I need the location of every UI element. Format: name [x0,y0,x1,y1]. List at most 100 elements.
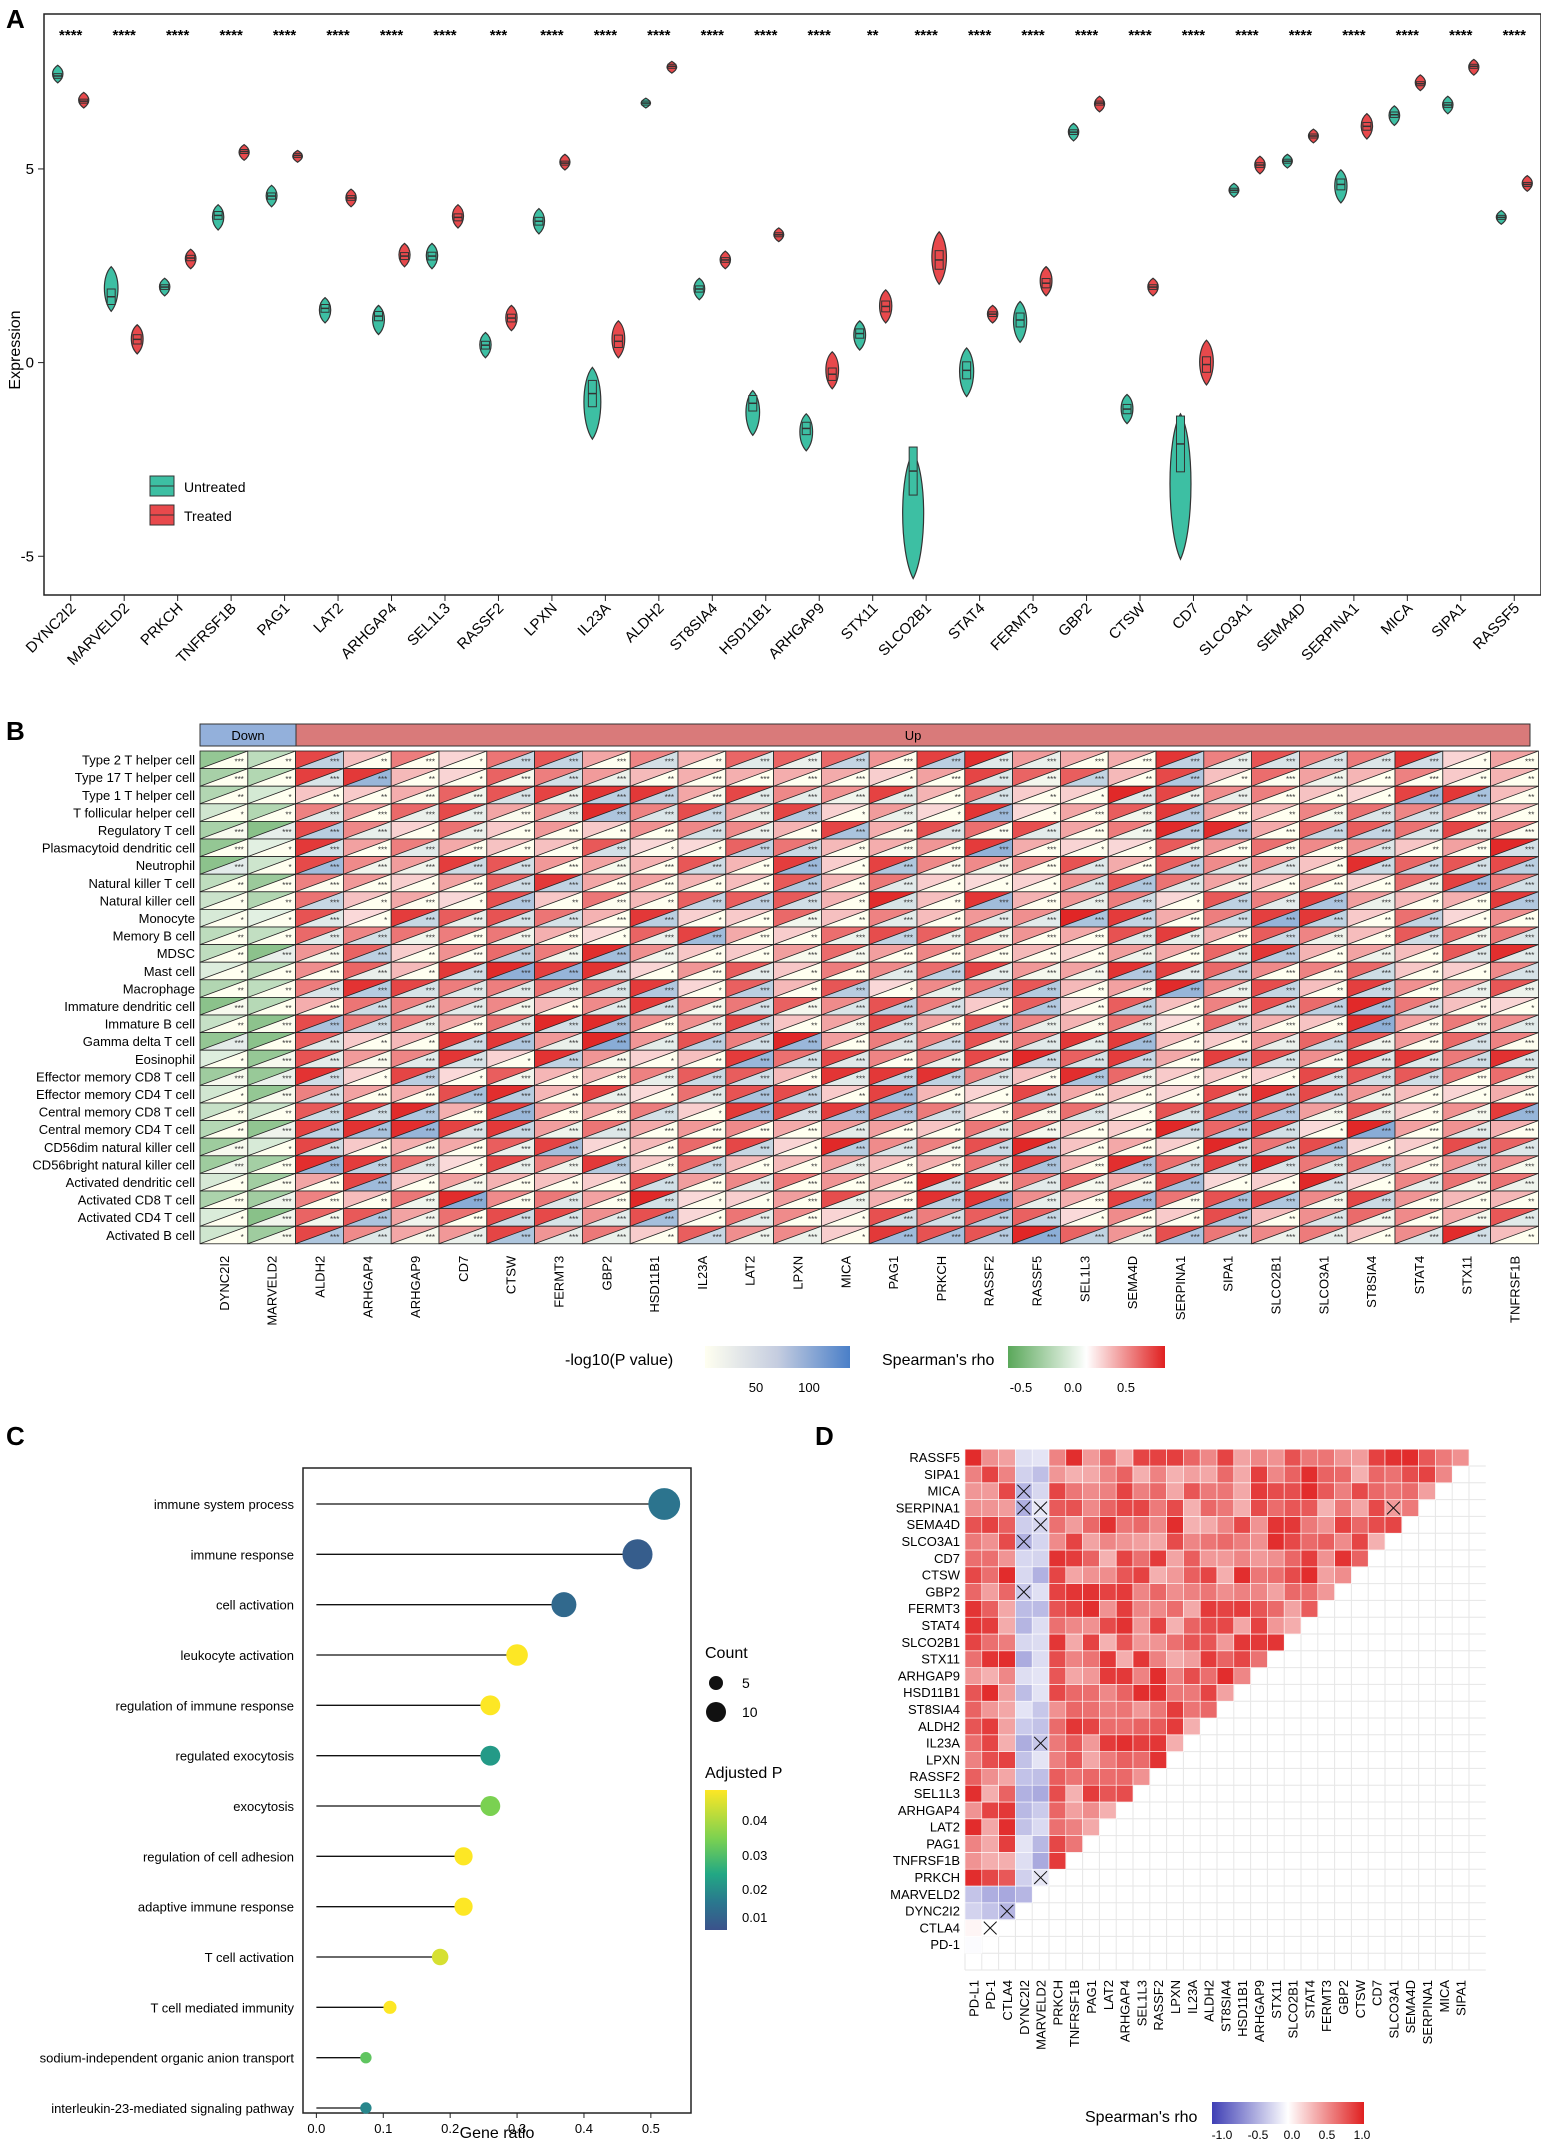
correlation-cell [1031,1532,1050,1551]
heatmap-cell-stars: *** [1477,1110,1486,1119]
correlation-cell [1216,1566,1235,1584]
heatmap-cell-diagonal [1251,768,1300,787]
heatmap-cell-stars: *** [521,1004,530,1013]
heatmap-cell-stars: *** [473,1004,482,1013]
heatmap-cell-diagonal [1060,979,1109,998]
heatmap-cell-diagonal [1012,821,1061,840]
heatmap-cell-stars: *** [1525,1057,1534,1066]
heatmap-cell-diagonal [1012,1049,1061,1069]
term-label: immune response [191,1547,294,1562]
heatmap-cell-diagonal [1251,838,1300,857]
heatmap-cell-diagonal [391,1173,440,1192]
heatmap-cell-stars: *** [712,969,721,978]
heatmap-cell-stars: *** [378,951,387,960]
heatmap-cell-diagonal [295,1173,344,1192]
heatmap-cell-stars: *** [282,1039,291,1048]
heatmap-cell-stars: *** [617,1127,626,1136]
lollipop-dot [506,1644,528,1666]
heatmap-cell-diagonal [199,750,248,769]
heatmap-cell-stars: *** [617,969,626,978]
heatmap-cell-stars: *** [951,986,960,995]
heatmap-cell-diagonal [1203,1173,1252,1192]
heatmap-cell-diagonal [1347,838,1396,857]
heatmap-cell-diagonal [391,944,440,963]
heatmap-cell-diagonal [486,1190,535,1209]
heatmap-cell-stars: *** [330,1110,339,1119]
heatmap-cell-stars: *** [1286,1127,1295,1136]
heatmap-cell-stars: *** [712,1092,721,1101]
heatmap-cell-diagonal [534,997,583,1016]
column-label: RASSF2 [1151,1980,1166,2031]
heatmap-cell-stars: *** [1143,1145,1152,1154]
heatmap-cell-diagonal [438,961,487,981]
heatmap-cell-diagonal [1394,838,1443,857]
correlation-cell [981,1801,999,1820]
correlation-cell [1166,1700,1184,1719]
heatmap-cell-diagonal [964,750,1013,769]
correlation-cell [1115,1516,1134,1534]
heatmap-cell-stars: *** [665,1198,674,1207]
correlation-cell [1031,1700,1050,1719]
correlation-cell [1065,1734,1083,1752]
correlation-cell [1300,1566,1319,1584]
correlation-cell [1065,1768,1083,1786]
heatmap-cell-stars: ** [285,969,291,978]
heatmap-cell-stars: *** [330,1039,339,1048]
heatmap-cell-stars: *** [808,775,817,784]
cell-type-label: Activated CD4 T cell [78,1210,195,1225]
heatmap-cell-stars: *** [1143,758,1152,767]
heatmap-cell-diagonal [534,1190,583,1209]
heatmap-cell-stars: *** [999,1162,1008,1171]
correlation-cell [998,1633,1016,1652]
cell-type-label: T follicular helper cell [73,805,195,820]
heatmap-cell-stars: *** [808,1057,817,1066]
heatmap-cell-stars: *** [1382,969,1391,978]
heatmap-cell-diagonal [773,1155,822,1174]
heatmap-cell-stars: *** [1047,758,1056,767]
heatmap-cell-diagonal [1060,1120,1109,1139]
heatmap-cell-diagonal [1299,961,1348,981]
correlation-cell [981,1700,999,1719]
heatmap-cell-diagonal [1490,1085,1539,1104]
heatmap-cell-stars: * [241,916,244,925]
heatmap-cell-diagonal [1394,803,1443,822]
heatmap-cell-diagonal [1012,909,1061,928]
heatmap-cell-diagonal [438,1067,487,1086]
heatmap-cell-diagonal [916,1190,965,1209]
heatmap-cell-stars: *** [378,1180,387,1189]
heatmap-cell-diagonal [1203,1014,1252,1033]
heatmap-cell-stars: *** [808,1233,817,1242]
heatmap-cell-stars: ** [381,1145,387,1154]
heatmap-cell-stars: *** [1190,986,1199,995]
heatmap-cell-diagonal [821,891,870,910]
heatmap-cell-diagonal [391,1014,440,1033]
heatmap-cell-stars: *** [999,934,1008,943]
heatmap-cell-stars: ** [1385,916,1391,925]
heatmap-cell-stars: *** [1095,1233,1104,1242]
heatmap-cell-stars: *** [999,1039,1008,1048]
heatmap-cell-stars: ** [763,1162,769,1171]
correlation-cell [1115,1684,1134,1702]
heatmap-cell-stars: ** [811,1022,817,1031]
heatmap-cell-diagonal [1394,768,1443,787]
heatmap-cell-diagonal [582,768,631,787]
heatmap-cell-diagonal [821,803,870,822]
significance-label: **** [701,27,725,44]
heatmap-cell-stars: *** [1525,969,1534,978]
heatmap-cell-diagonal [486,1173,535,1192]
heatmap-cell-diagonal [582,1225,631,1245]
heatmap-cell-diagonal [343,785,392,805]
heatmap-cell-diagonal [630,926,679,945]
heatmap-cell-diagonal [1442,1032,1491,1051]
correlation-cell [1015,1448,1033,1467]
heatmap-cell-diagonal [1394,926,1443,945]
heatmap-cell-diagonal [247,838,296,857]
heatmap-cell-stars: *** [1429,775,1438,784]
heatmap-cell-diagonal [1108,1067,1157,1086]
heatmap-cell-stars: *** [378,1127,387,1136]
heatmap-cell-diagonal [1060,926,1109,945]
heatmap-cell-stars: *** [1095,1162,1104,1171]
heatmap-cell-diagonal [391,891,440,910]
heatmap-cell-diagonal [486,785,535,805]
heatmap-cell-stars: *** [1429,793,1438,802]
